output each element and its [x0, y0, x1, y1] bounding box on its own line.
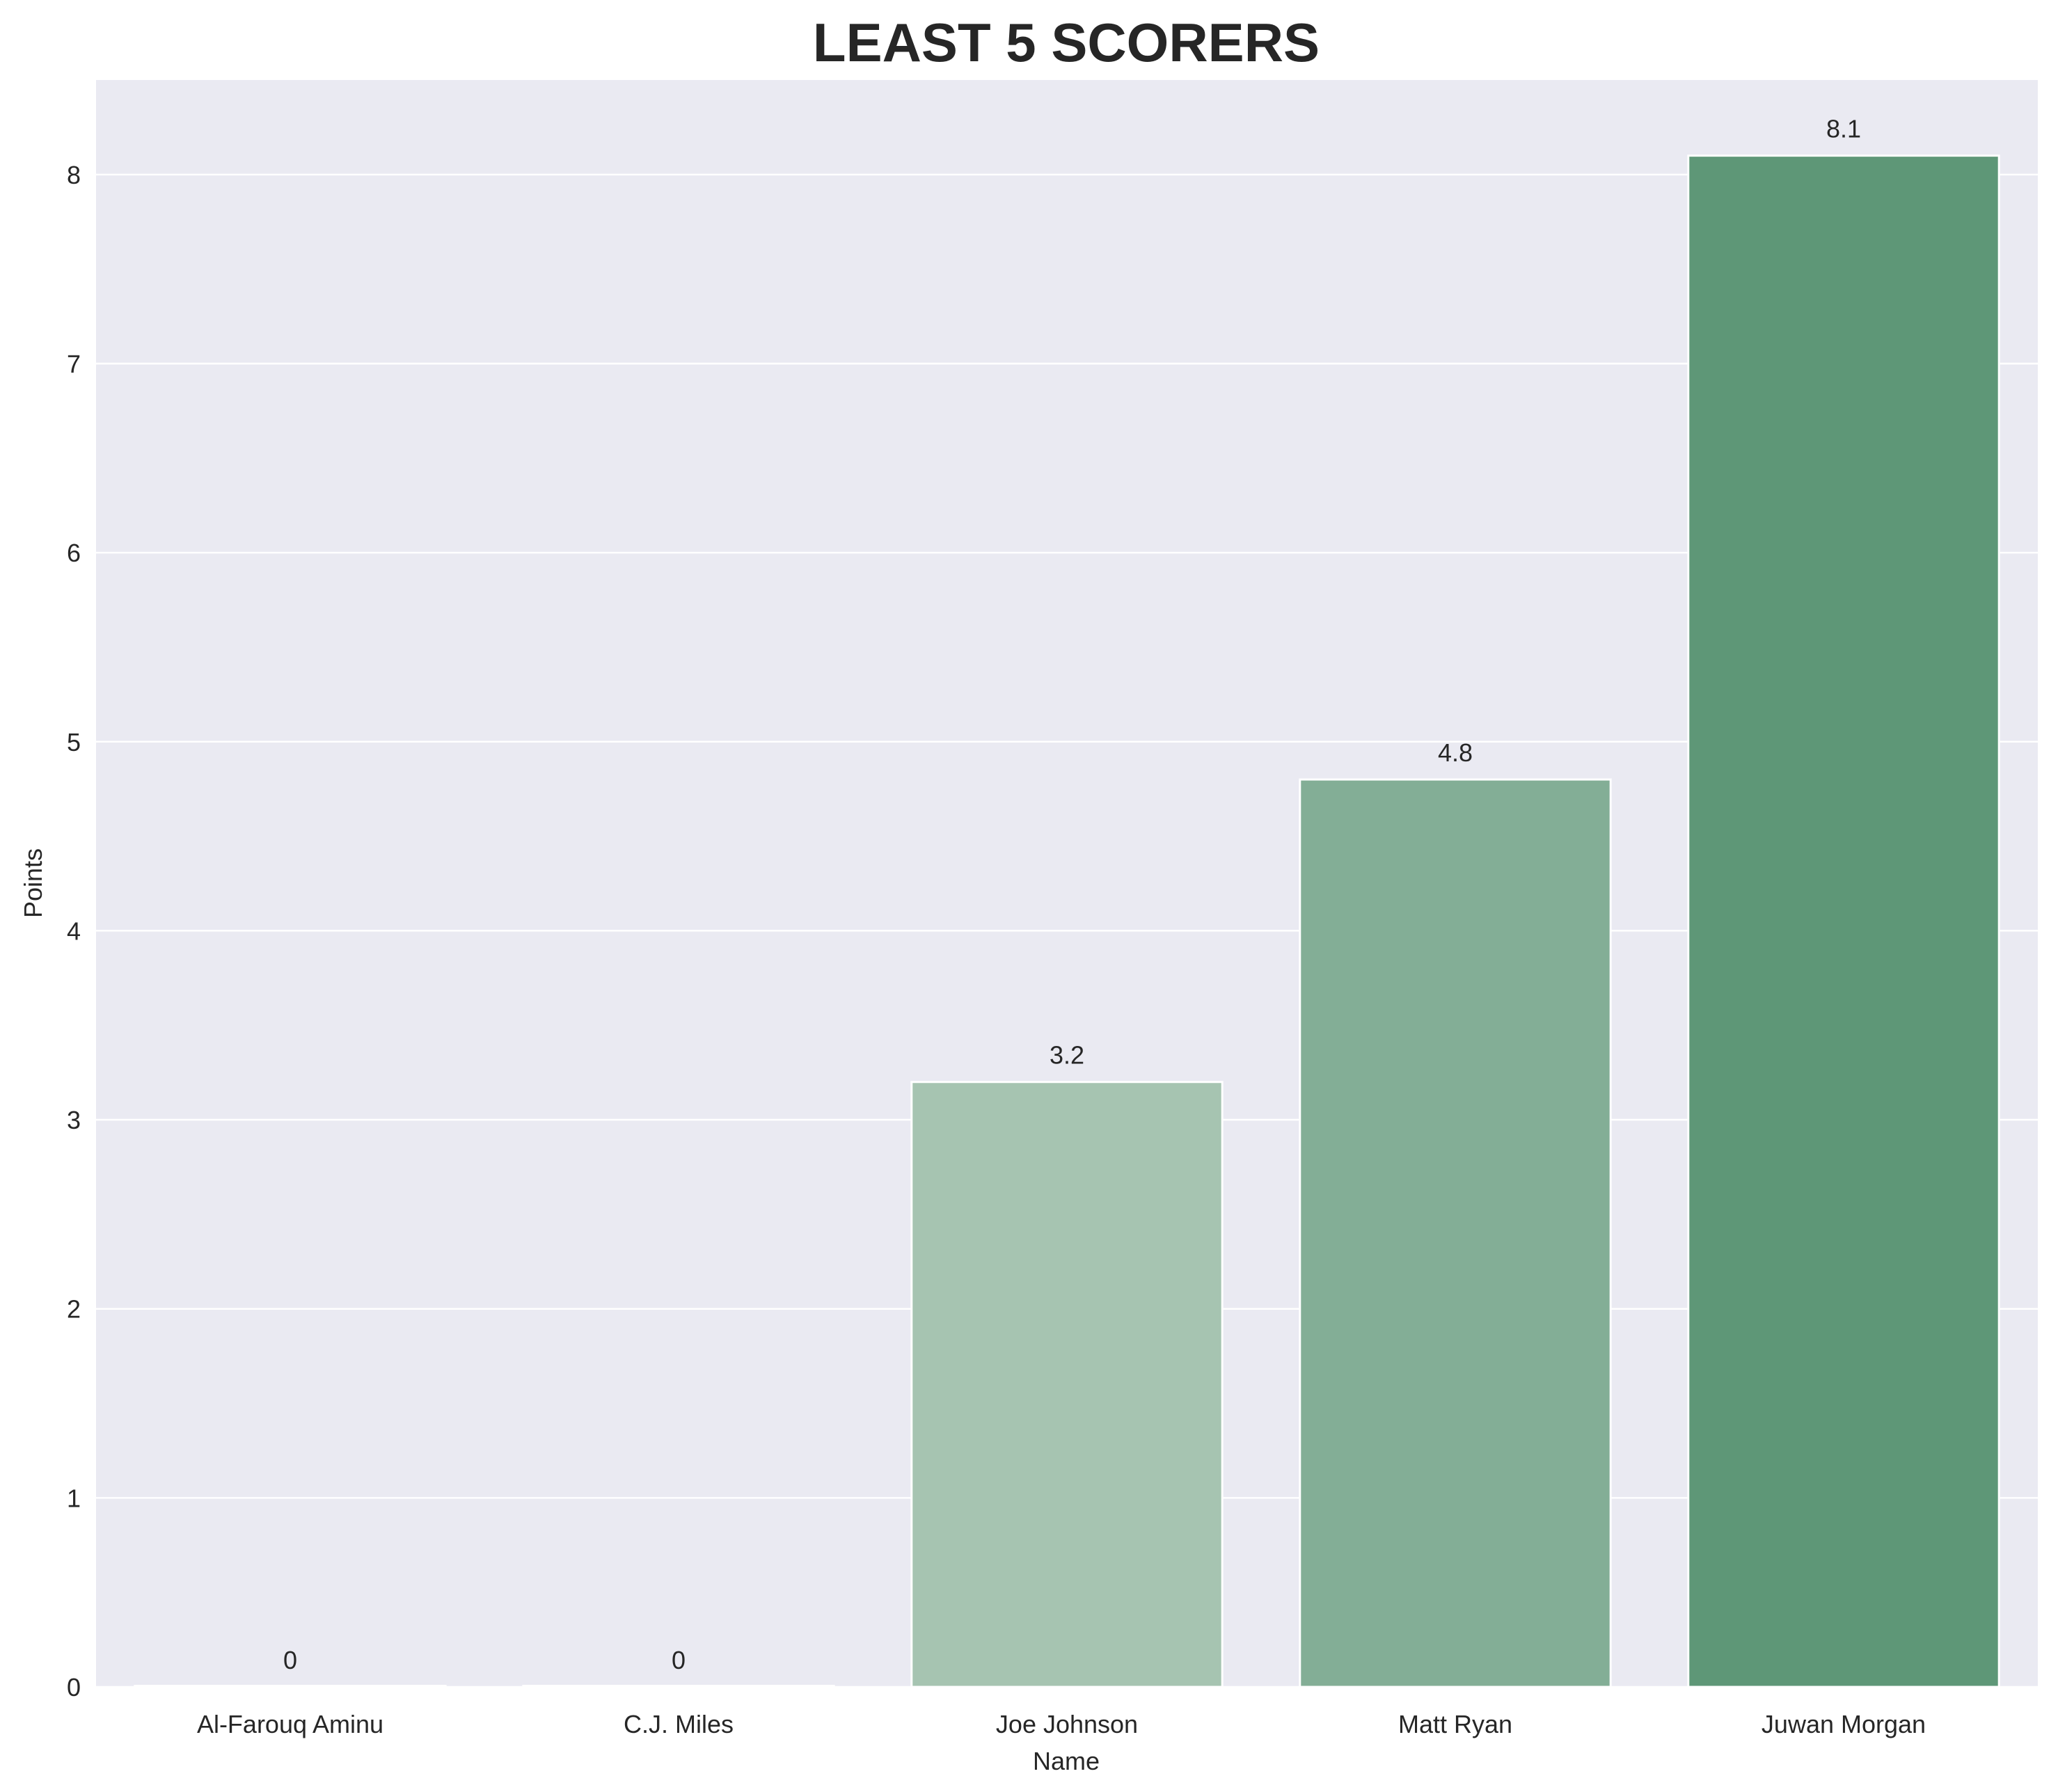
- bar-2: [910, 1081, 1224, 1688]
- y-tick-label: 3: [67, 1106, 81, 1134]
- bar-value-label: 4.8: [1438, 738, 1473, 767]
- bar-value-label: 3.2: [1050, 1041, 1084, 1070]
- y-tick-labels: 0 1 2 3 4 5 6 7 8: [67, 161, 81, 1702]
- y-tick-label: 6: [67, 539, 81, 567]
- bar-3: [1299, 778, 1612, 1688]
- y-tick-label: 2: [67, 1295, 81, 1324]
- bar-value-label: 8.1: [1826, 115, 1861, 143]
- y-axis-label: Points: [19, 848, 47, 918]
- bar-4: [1687, 154, 2000, 1688]
- bars: [134, 154, 2000, 1688]
- y-tick-label: 8: [67, 161, 81, 189]
- x-tick-label: C.J. Miles: [624, 1710, 734, 1738]
- chart-title: LEAST 5 SCORERS: [813, 12, 1320, 73]
- x-tick-label: Al-Farouq Aminu: [197, 1710, 383, 1738]
- y-tick-label: 5: [67, 728, 81, 756]
- y-tick-label: 0: [67, 1673, 81, 1702]
- x-axis-label: Name: [1033, 1747, 1100, 1775]
- y-tick-label: 4: [67, 917, 81, 945]
- bar-value-label: 0: [672, 1646, 686, 1674]
- x-tick-label: Joe Johnson: [996, 1710, 1138, 1738]
- y-tick-label: 1: [67, 1484, 81, 1512]
- y-tick-label: 7: [67, 349, 81, 378]
- bar-value-label: 0: [283, 1646, 297, 1674]
- bar-value-labels: 0 0 3.2 4.8 8.1: [283, 115, 1861, 1674]
- x-tick-labels: Al-Farouq Aminu C.J. Miles Joe Johnson Matt…: [197, 1710, 1926, 1738]
- bar-0: [134, 1685, 447, 1688]
- bar-1: [522, 1685, 835, 1688]
- x-tick-label: Juwan Morgan: [1762, 1710, 1926, 1738]
- x-tick-label: Matt Ryan: [1398, 1710, 1512, 1738]
